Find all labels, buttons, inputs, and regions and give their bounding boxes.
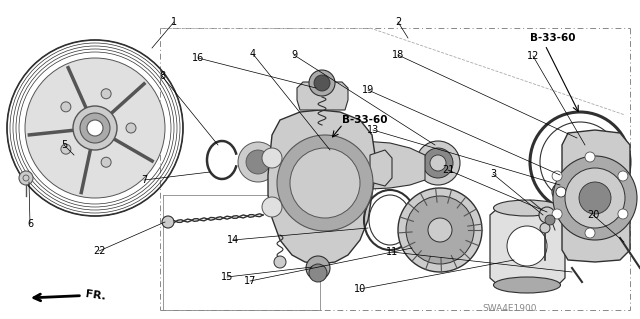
Polygon shape <box>562 130 630 262</box>
Circle shape <box>398 188 482 272</box>
Circle shape <box>309 70 335 96</box>
Text: 1: 1 <box>171 17 177 27</box>
Circle shape <box>162 216 174 228</box>
Text: 13: 13 <box>367 125 379 135</box>
Circle shape <box>73 106 117 150</box>
Circle shape <box>309 264 327 282</box>
Polygon shape <box>297 82 348 110</box>
Text: 17: 17 <box>244 276 256 286</box>
Text: SWA4E1900: SWA4E1900 <box>483 304 537 313</box>
Circle shape <box>579 182 611 214</box>
Circle shape <box>565 168 625 228</box>
Circle shape <box>430 155 446 171</box>
Circle shape <box>540 223 550 233</box>
Circle shape <box>80 113 110 143</box>
Circle shape <box>585 152 595 162</box>
Circle shape <box>428 218 452 242</box>
Circle shape <box>87 120 103 136</box>
Text: 11: 11 <box>386 247 398 257</box>
Text: 4: 4 <box>250 49 256 59</box>
Circle shape <box>101 157 111 167</box>
Circle shape <box>61 144 71 154</box>
Circle shape <box>618 209 628 219</box>
Circle shape <box>556 187 566 197</box>
Text: 7: 7 <box>141 175 147 185</box>
Text: 2: 2 <box>395 17 401 27</box>
Circle shape <box>423 148 453 178</box>
Ellipse shape <box>493 200 561 216</box>
Circle shape <box>101 89 111 99</box>
Text: 15: 15 <box>221 272 233 282</box>
Text: 21: 21 <box>442 165 454 175</box>
Text: FR.: FR. <box>34 289 107 301</box>
Ellipse shape <box>493 277 561 293</box>
Circle shape <box>277 135 373 231</box>
Polygon shape <box>490 208 565 285</box>
Circle shape <box>507 226 547 266</box>
Circle shape <box>25 58 165 198</box>
Text: 14: 14 <box>227 235 239 245</box>
Text: 18: 18 <box>392 50 404 60</box>
Polygon shape <box>268 110 375 264</box>
Circle shape <box>290 148 360 218</box>
Circle shape <box>246 150 270 174</box>
Circle shape <box>238 142 278 182</box>
Circle shape <box>552 209 562 219</box>
Circle shape <box>314 75 330 91</box>
Text: 19: 19 <box>362 85 374 95</box>
Text: 10: 10 <box>354 284 366 294</box>
Text: 16: 16 <box>192 53 204 63</box>
Circle shape <box>306 256 330 280</box>
Circle shape <box>552 183 570 201</box>
Circle shape <box>545 215 555 225</box>
Text: 12: 12 <box>527 51 539 61</box>
Polygon shape <box>280 140 425 190</box>
Text: B-33-60: B-33-60 <box>342 115 387 125</box>
Text: 6: 6 <box>27 219 33 229</box>
Circle shape <box>618 171 628 181</box>
Circle shape <box>585 228 595 238</box>
Text: 3: 3 <box>490 169 496 179</box>
Circle shape <box>416 141 460 185</box>
Text: 5: 5 <box>61 140 67 150</box>
Circle shape <box>406 196 474 264</box>
Text: B-33-60: B-33-60 <box>530 33 575 43</box>
Circle shape <box>19 171 33 185</box>
Circle shape <box>553 156 637 240</box>
Text: 20: 20 <box>587 210 599 220</box>
Circle shape <box>262 148 282 168</box>
Circle shape <box>552 171 562 181</box>
Text: 9: 9 <box>291 50 297 60</box>
Polygon shape <box>370 150 392 186</box>
Circle shape <box>262 197 282 217</box>
Circle shape <box>61 102 71 112</box>
Text: 22: 22 <box>93 246 105 256</box>
Circle shape <box>274 256 286 268</box>
Text: 8: 8 <box>159 71 165 81</box>
Circle shape <box>539 207 555 223</box>
Circle shape <box>126 123 136 133</box>
